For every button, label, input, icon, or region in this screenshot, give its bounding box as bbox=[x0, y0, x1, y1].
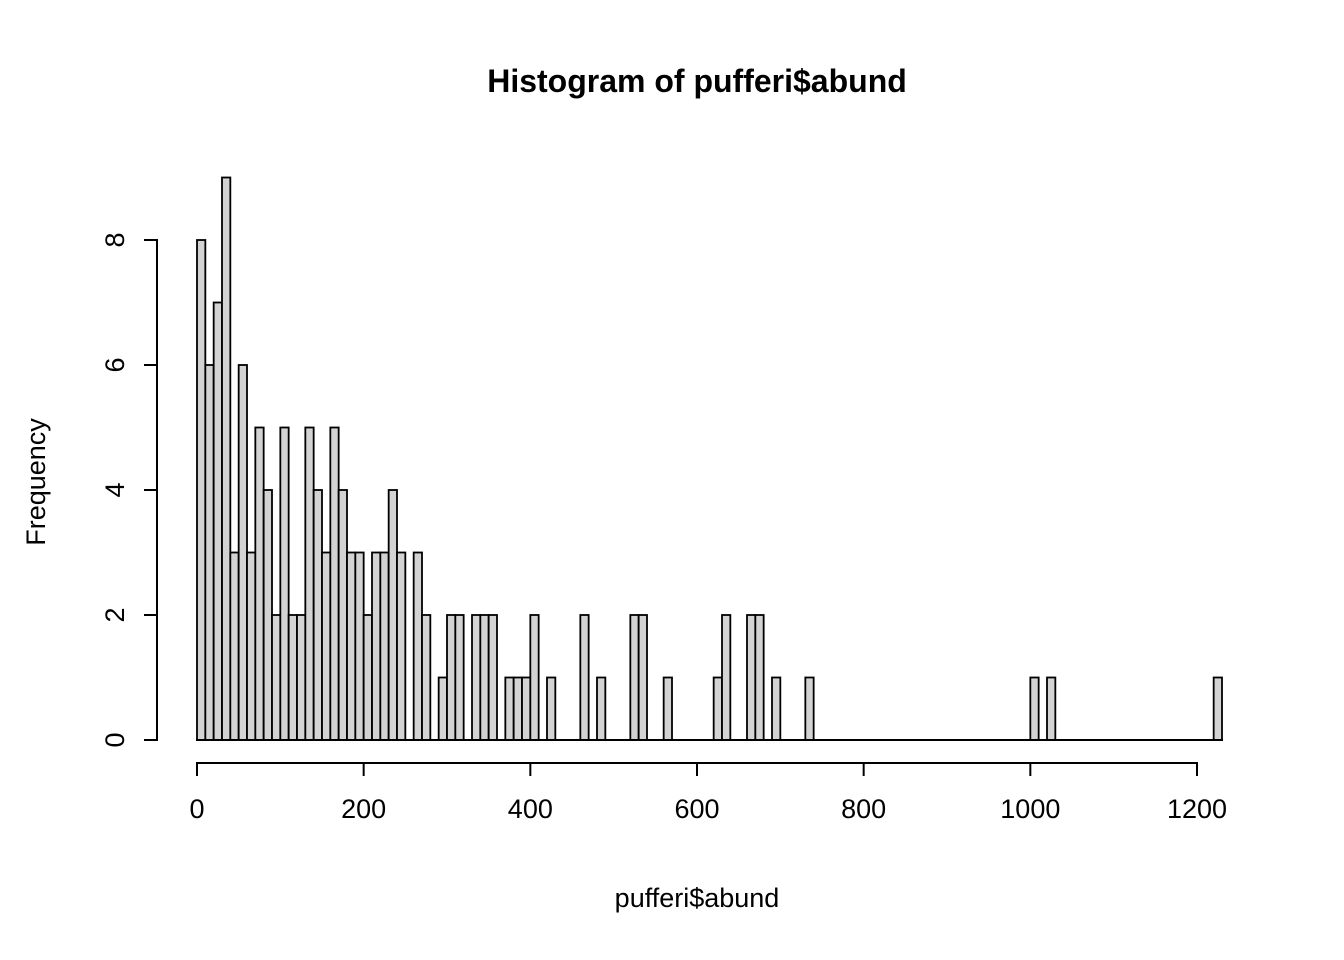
histogram-bar bbox=[662, 676, 673, 741]
histogram-bar bbox=[454, 614, 465, 741]
histogram-bar bbox=[237, 364, 248, 741]
histogram-bar bbox=[287, 614, 298, 741]
y-tick-label: 0 bbox=[100, 732, 130, 747]
histogram-bar bbox=[746, 614, 757, 741]
histogram-bar bbox=[629, 614, 640, 741]
histogram-bar bbox=[329, 426, 340, 741]
histogram-bar bbox=[712, 676, 723, 741]
histogram-bar bbox=[346, 551, 357, 741]
x-tick-label: 800 bbox=[841, 794, 886, 824]
histogram-bar bbox=[804, 676, 815, 741]
x-tick-label: 1000 bbox=[1000, 794, 1060, 824]
histogram-bar bbox=[212, 301, 223, 741]
histogram-bar bbox=[279, 426, 290, 741]
y-tick-label: 6 bbox=[100, 357, 130, 372]
histogram-bar bbox=[437, 676, 448, 741]
histogram-bar bbox=[421, 614, 432, 741]
histogram-bar bbox=[1046, 676, 1057, 741]
histogram-bar bbox=[771, 676, 782, 741]
histogram-bar bbox=[479, 614, 490, 741]
x-tick-label: 200 bbox=[341, 794, 386, 824]
y-tick-label: 8 bbox=[100, 232, 130, 247]
histogram-bar bbox=[754, 614, 765, 741]
histogram-bar bbox=[487, 614, 498, 741]
histogram-bar bbox=[321, 551, 332, 741]
histogram-bar bbox=[512, 676, 523, 741]
histogram-bar bbox=[221, 176, 232, 741]
x-tick-label: 400 bbox=[508, 794, 553, 824]
histogram-bar bbox=[246, 551, 257, 741]
histogram-bar bbox=[1029, 676, 1040, 741]
histogram-bar bbox=[446, 614, 457, 741]
x-tick-label: 600 bbox=[674, 794, 719, 824]
histogram-bar bbox=[471, 614, 482, 741]
histogram-bar bbox=[579, 614, 590, 741]
y-tick-label: 4 bbox=[100, 482, 130, 497]
histogram-bar bbox=[546, 676, 557, 741]
axes-group: 0 2 4 6 8 0 200 400 600 800 1000 1200 bbox=[100, 232, 1227, 824]
histogram-bar bbox=[204, 364, 215, 741]
histogram-bar bbox=[504, 676, 515, 741]
histogram-bar bbox=[354, 551, 365, 741]
histogram-bar bbox=[721, 614, 732, 741]
histogram-bar bbox=[387, 489, 398, 741]
y-tick-label: 2 bbox=[100, 607, 130, 622]
chart-title: Histogram of pufferi$abund bbox=[487, 63, 907, 99]
histogram-bar bbox=[229, 551, 240, 741]
histogram-bar bbox=[596, 676, 607, 741]
histogram-bar bbox=[262, 489, 273, 741]
histogram-bar bbox=[1212, 676, 1223, 741]
histogram-bar bbox=[312, 489, 323, 741]
histogram-bar bbox=[371, 551, 382, 741]
bars-group bbox=[196, 176, 1223, 741]
x-tick-label: 0 bbox=[189, 794, 204, 824]
histogram-bar bbox=[396, 551, 407, 741]
y-axis-title: Frequency bbox=[21, 418, 51, 546]
histogram-bar bbox=[254, 426, 265, 741]
x-tick-label: 1200 bbox=[1167, 794, 1227, 824]
histogram-bar bbox=[304, 426, 315, 741]
histogram-bar bbox=[337, 489, 348, 741]
histogram-bar bbox=[196, 239, 207, 741]
histogram-bar bbox=[379, 551, 390, 741]
histogram-bar bbox=[412, 551, 423, 741]
histogram-bar bbox=[296, 614, 307, 741]
histogram-bar bbox=[521, 676, 532, 741]
histogram-bar bbox=[271, 614, 282, 741]
histogram-bar bbox=[362, 614, 373, 741]
histogram-bar bbox=[529, 614, 540, 741]
histogram-bar bbox=[637, 614, 648, 741]
x-axis-title: pufferi$abund bbox=[615, 883, 780, 913]
